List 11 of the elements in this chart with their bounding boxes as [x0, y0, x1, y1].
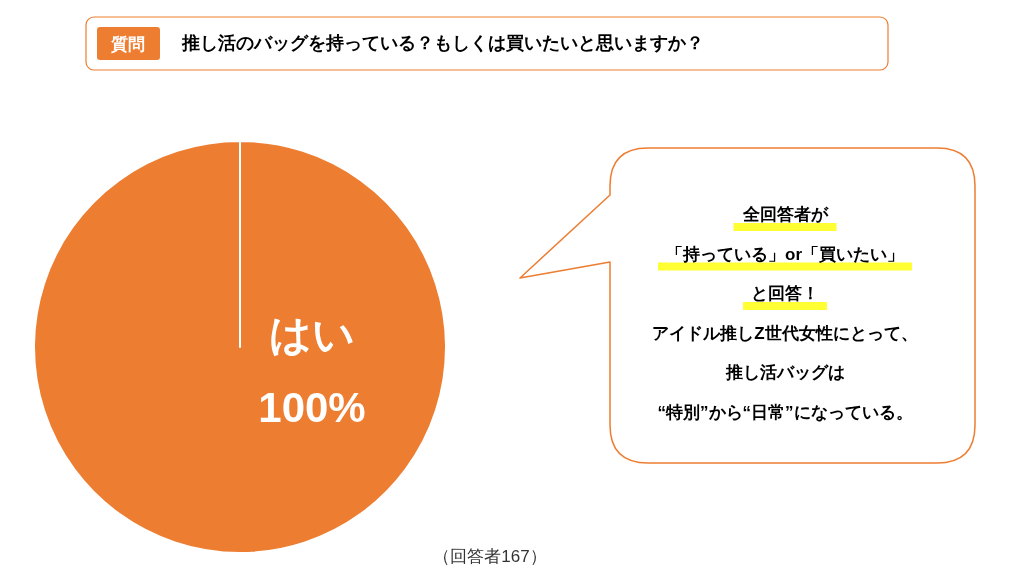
chart-title: 推し活のバッグを持っている？もしくは買いたいと思いますか？	[181, 33, 704, 53]
text: アイドル推しZ世代女性にとって、	[652, 323, 918, 343]
text: （回答者167）	[433, 547, 547, 566]
text: 全回答者が	[741, 205, 829, 224]
slice-label: はい	[269, 311, 355, 358]
text: 「持っている」or「買いたい」	[666, 244, 904, 264]
text: “特別”から“日常”になっている。	[657, 402, 913, 422]
text: 推し活バッグは	[724, 363, 845, 382]
text: と回答！	[751, 284, 819, 303]
data-label: 100%	[258, 384, 366, 431]
text: 質問	[110, 35, 145, 54]
